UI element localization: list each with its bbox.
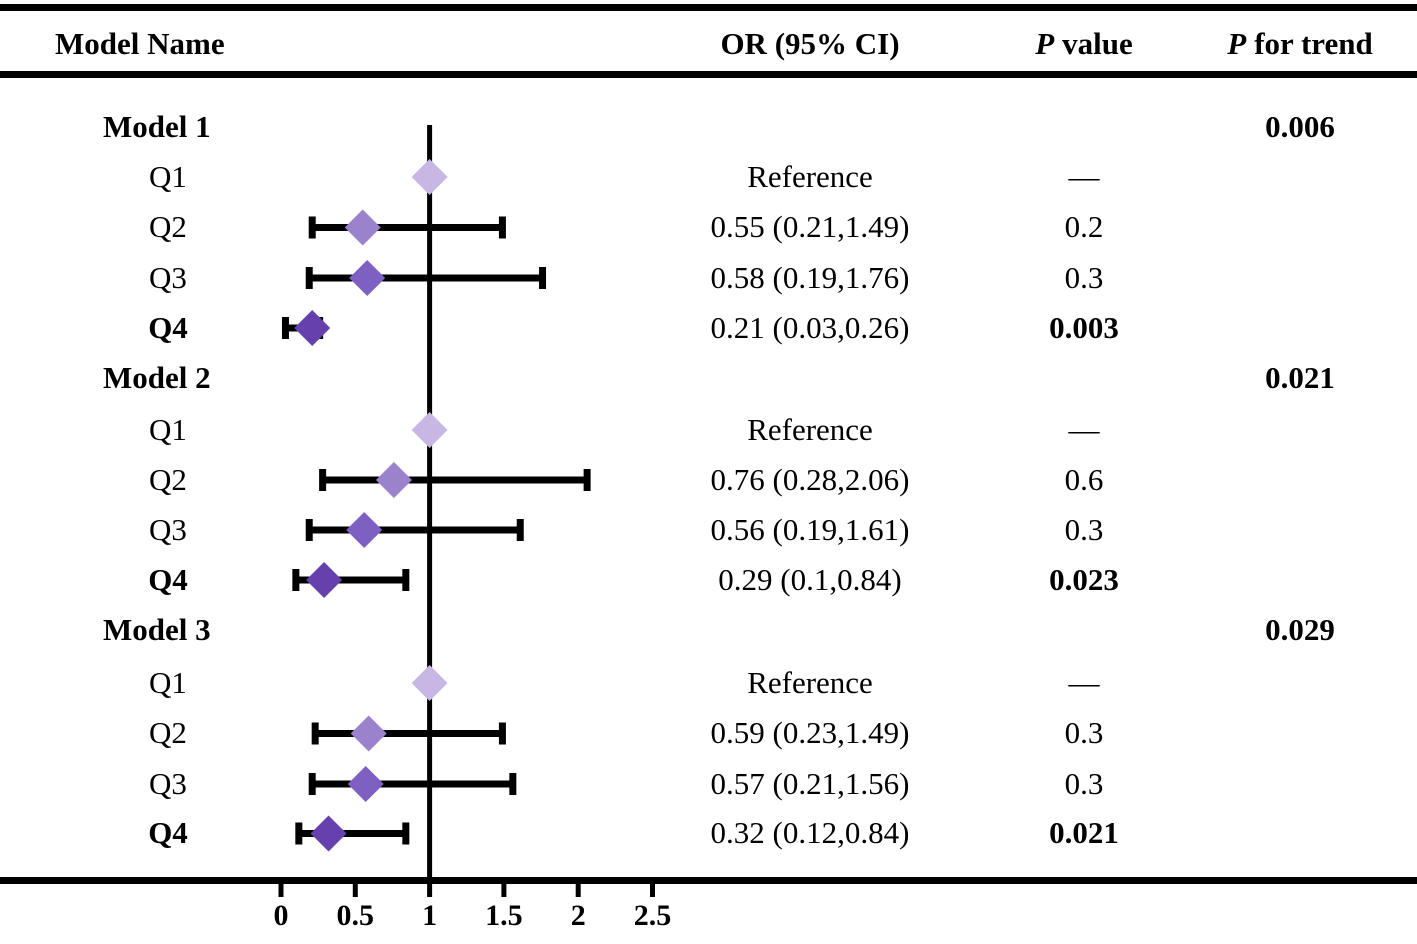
table-row: Q3 0.56 (0.19,1.61) 0.3 — [0, 505, 1417, 555]
p-value: 0.3 — [1064, 512, 1104, 547]
table-row: Q2 0.55 (0.21,1.49) 0.2 — [0, 202, 1417, 252]
quartile-label: Q4 — [148, 310, 188, 345]
column-header-or-ci: OR (95% CI) — [720, 26, 900, 61]
p-value: 0.6 — [1064, 462, 1104, 497]
quartile-label: Q3 — [149, 512, 187, 547]
p-value: 0.021 — [1049, 815, 1119, 850]
quartile-label: Q1 — [149, 412, 187, 447]
x-axis-line — [0, 877, 1417, 884]
x-tick-label: 1 — [422, 899, 438, 932]
table-row: Model 3 0.029 — [0, 605, 1417, 655]
x-tick-label: 1.5 — [485, 899, 523, 932]
or-ci-value: 0.59 (0.23,1.49) — [710, 715, 910, 750]
or-ci-value: 0.29 (0.1,0.84) — [718, 562, 902, 597]
or-ci-value: 0.57 (0.21,1.56) — [710, 766, 910, 801]
p-value: 0.2 — [1064, 209, 1104, 244]
table-row: Q2 0.59 (0.23,1.49) 0.3 — [0, 708, 1417, 758]
or-ci-value: 0.32 (0.12,0.84) — [710, 815, 910, 850]
or-ci-value: 0.58 (0.19,1.76) — [710, 260, 910, 295]
or-ci-value: Reference — [747, 412, 873, 447]
x-tick-label: 0 — [273, 899, 289, 932]
p-value: 0.023 — [1049, 562, 1119, 597]
column-header-model-name: Model Name — [55, 26, 225, 61]
p-trend-rest: for trend — [1254, 26, 1373, 61]
x-tick-label: 2.5 — [633, 899, 672, 932]
quartile-label: Q3 — [149, 766, 187, 801]
p-italic: P — [1035, 26, 1055, 61]
or-ci-value: 0.76 (0.28,2.06) — [710, 462, 910, 497]
quartile-label: Q2 — [149, 209, 187, 244]
table-row: Q4 0.32 (0.12,0.84) 0.021 — [0, 808, 1417, 858]
table-row: Q1 Reference — — [0, 658, 1417, 708]
quartile-label: Q1 — [149, 665, 187, 700]
header-separator-line — [0, 71, 1417, 78]
table-row: Q3 0.58 (0.19,1.76) 0.3 — [0, 253, 1417, 303]
p-value: — — [1068, 665, 1100, 700]
table-row: Q2 0.76 (0.28,2.06) 0.6 — [0, 455, 1417, 505]
p-for-trend-value: 0.021 — [1265, 360, 1335, 395]
p-value-rest: value — [1062, 26, 1133, 61]
p-value: 0.3 — [1064, 715, 1104, 750]
p-for-trend-value: 0.029 — [1265, 612, 1335, 647]
quartile-label: Q2 — [149, 715, 187, 750]
or-ci-value: 0.21 (0.03,0.26) — [710, 310, 910, 345]
table-row: Q4 0.29 (0.1,0.84) 0.023 — [0, 555, 1417, 605]
or-ci-value: Reference — [747, 159, 873, 194]
quartile-label: Q4 — [148, 815, 188, 850]
top-border-line — [0, 4, 1417, 11]
table-row: Q3 0.57 (0.21,1.56) 0.3 — [0, 759, 1417, 809]
table-row: Q1 Reference — — [0, 152, 1417, 202]
table-row: Model 1 0.006 — [0, 102, 1417, 152]
or-ci-value: Reference — [747, 665, 873, 700]
p-value: 0.3 — [1064, 766, 1104, 801]
quartile-label: Q1 — [149, 159, 187, 194]
or-ci-value: 0.56 (0.19,1.61) — [710, 512, 910, 547]
or-ci-value: 0.55 (0.21,1.49) — [710, 209, 910, 244]
x-tick-label: 2 — [570, 899, 586, 932]
p-value: 0.3 — [1064, 260, 1104, 295]
model-name-label: Model 3 — [103, 612, 211, 647]
p-value: — — [1068, 412, 1100, 447]
table-row: Q1 Reference — — [0, 405, 1417, 455]
table-row: Model 2 0.021 — [0, 353, 1417, 403]
quartile-label: Q4 — [148, 562, 188, 597]
x-tick-label: 0.5 — [336, 899, 375, 932]
quartile-label: Q2 — [149, 462, 187, 497]
p-value: — — [1068, 159, 1100, 194]
p-for-trend-value: 0.006 — [1265, 109, 1335, 144]
model-name-label: Model 1 — [103, 109, 211, 144]
p-value: 0.003 — [1049, 310, 1119, 345]
model-name-label: Model 2 — [103, 360, 211, 395]
p-italic: P — [1227, 26, 1247, 61]
table-row: Q4 0.21 (0.03,0.26) 0.003 — [0, 303, 1417, 353]
quartile-label: Q3 — [149, 260, 187, 295]
